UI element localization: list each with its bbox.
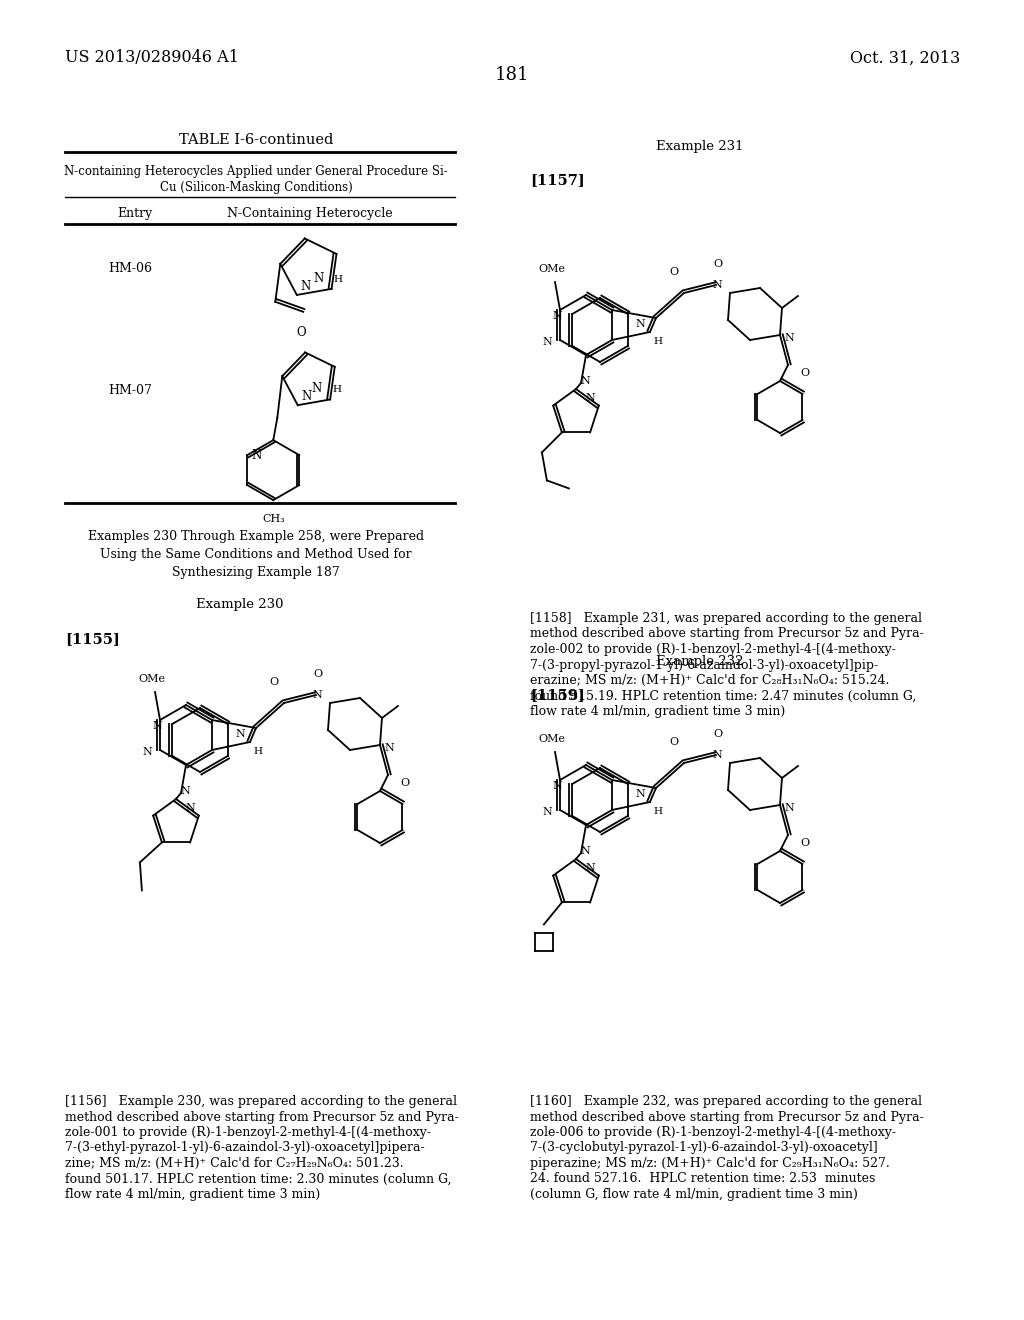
Text: O: O [313,669,323,678]
Text: H: H [334,275,343,284]
Text: Example 230: Example 230 [197,598,284,611]
Text: N: N [635,319,645,329]
Text: H: H [653,807,662,816]
Text: US 2013/0289046 A1: US 2013/0289046 A1 [65,49,239,66]
Text: piperazine; MS m/z: (M+H)⁺ Calc'd for C₂₉H₃₁N₆O₄: 527.: piperazine; MS m/z: (M+H)⁺ Calc'd for C₂… [530,1158,890,1170]
Text: Oct. 31, 2013: Oct. 31, 2013 [850,49,961,66]
Text: N: N [543,807,552,817]
Text: Synthesizing Example 187: Synthesizing Example 187 [172,566,340,579]
Text: O: O [297,326,306,339]
Text: [1159]: [1159] [530,688,585,702]
Text: zole-001 to provide (R)-1-benzoyl-2-methyl-4-[(4-methoxy-: zole-001 to provide (R)-1-benzoyl-2-meth… [65,1126,431,1139]
Text: N: N [302,391,312,403]
Text: 7-(3-propyl-pyrazol-1-yl)-6-azaindol-3-yl)-oxoacetyl]pip-: 7-(3-propyl-pyrazol-1-yl)-6-azaindol-3-y… [530,659,879,672]
Text: 7-(3-ethyl-pyrazol-1-yl)-6-azaindol-3-yl)-oxoacetyl]pipera-: 7-(3-ethyl-pyrazol-1-yl)-6-azaindol-3-yl… [65,1142,425,1155]
Text: N: N [713,280,722,290]
Text: found 501.17. HPLC retention time: 2.30 minutes (column G,: found 501.17. HPLC retention time: 2.30 … [65,1172,452,1185]
Text: zine; MS m/z: (M+H)⁺ Calc'd for C₂₇H₂₉N₆O₄: 501.23.: zine; MS m/z: (M+H)⁺ Calc'd for C₂₇H₂₉N₆… [65,1158,403,1170]
Text: N: N [153,721,162,731]
Text: O: O [670,267,679,277]
Text: N: N [784,333,794,343]
Text: O: O [400,777,410,788]
Text: N: N [543,337,552,347]
Text: N: N [384,743,394,752]
Text: O: O [800,368,809,378]
Text: N: N [635,789,645,799]
Text: Entry: Entry [118,207,153,220]
Text: method described above starting from Precursor 5z and Pyra-: method described above starting from Pre… [530,627,924,640]
Text: O: O [269,677,279,686]
Text: N: N [312,383,323,396]
Text: H: H [253,747,262,756]
Text: N: N [580,846,590,855]
Text: found 515.19. HPLC retention time: 2.47 minutes (column G,: found 515.19. HPLC retention time: 2.47 … [530,689,916,702]
Text: N: N [784,803,794,813]
Text: N: N [585,862,595,873]
Text: N: N [553,781,562,791]
Text: CH₃: CH₃ [262,513,285,524]
Text: [1155]: [1155] [65,632,120,645]
Text: O: O [714,729,723,739]
Text: OMe: OMe [138,675,166,684]
Text: flow rate 4 ml/min, gradient time 3 min): flow rate 4 ml/min, gradient time 3 min) [530,705,785,718]
Text: Example 232: Example 232 [656,655,743,668]
Text: O: O [714,259,723,269]
Text: zole-002 to provide (R)-1-benzoyl-2-methyl-4-[(4-methoxy-: zole-002 to provide (R)-1-benzoyl-2-meth… [530,643,896,656]
Text: 181: 181 [495,66,529,84]
Text: N: N [142,747,152,756]
Text: N: N [301,280,311,293]
Text: 7-(3-cyclobutyl-pyrazol-1-yl)-6-azaindol-3-yl)-oxoacetyl]: 7-(3-cyclobutyl-pyrazol-1-yl)-6-azaindol… [530,1142,878,1155]
Text: N: N [713,750,722,760]
Text: OMe: OMe [539,734,565,744]
Text: N: N [580,376,590,385]
Text: HM-06: HM-06 [108,261,152,275]
Text: H: H [332,385,341,395]
Text: Example 231: Example 231 [656,140,743,153]
Text: H: H [653,337,662,346]
Text: flow rate 4 ml/min, gradient time 3 min): flow rate 4 ml/min, gradient time 3 min) [65,1188,321,1201]
Text: Cu (Silicon-Masking Conditions): Cu (Silicon-Masking Conditions) [160,181,352,194]
Text: N-Containing Heterocycle: N-Containing Heterocycle [227,207,393,220]
Text: zole-006 to provide (R)-1-benzoyl-2-methyl-4-[(4-methoxy-: zole-006 to provide (R)-1-benzoyl-2-meth… [530,1126,896,1139]
Text: OMe: OMe [539,264,565,275]
Text: [1157]: [1157] [530,173,585,187]
Text: Using the Same Conditions and Method Used for: Using the Same Conditions and Method Use… [100,548,412,561]
Text: [1160]   Example 232, was prepared according to the general: [1160] Example 232, was prepared accordi… [530,1096,922,1107]
Text: N: N [236,729,245,739]
Text: N-containing Heterocycles Applied under General Procedure Si-: N-containing Heterocycles Applied under … [65,165,447,178]
Text: [1158]   Example 231, was prepared according to the general: [1158] Example 231, was prepared accordi… [530,612,922,624]
Text: HM-07: HM-07 [108,384,152,396]
Text: N: N [313,272,324,285]
Text: N: N [251,449,261,462]
Text: N: N [185,803,195,813]
Text: TABLE I-6-continued: TABLE I-6-continued [179,133,333,147]
Text: O: O [670,737,679,747]
Text: N: N [180,785,189,796]
Text: 24. found 527.16.  HPLC retention time: 2.53  minutes: 24. found 527.16. HPLC retention time: 2… [530,1172,876,1185]
Text: N: N [312,690,322,700]
Text: N: N [585,392,595,403]
Text: method described above starting from Precursor 5z and Pyra-: method described above starting from Pre… [530,1110,924,1123]
Text: Examples 230 Through Example 258, were Prepared: Examples 230 Through Example 258, were P… [88,531,424,543]
Text: N: N [553,312,562,321]
Text: erazine; MS m/z: (M+H)⁺ Calc'd for C₂₈H₃₁N₆O₄: 515.24.: erazine; MS m/z: (M+H)⁺ Calc'd for C₂₈H₃… [530,675,890,686]
Text: method described above starting from Precursor 5z and Pyra-: method described above starting from Pre… [65,1110,459,1123]
Text: [1156]   Example 230, was prepared according to the general: [1156] Example 230, was prepared accordi… [65,1096,457,1107]
Text: O: O [800,838,809,847]
Text: (column G, flow rate 4 ml/min, gradient time 3 min): (column G, flow rate 4 ml/min, gradient … [530,1188,858,1201]
